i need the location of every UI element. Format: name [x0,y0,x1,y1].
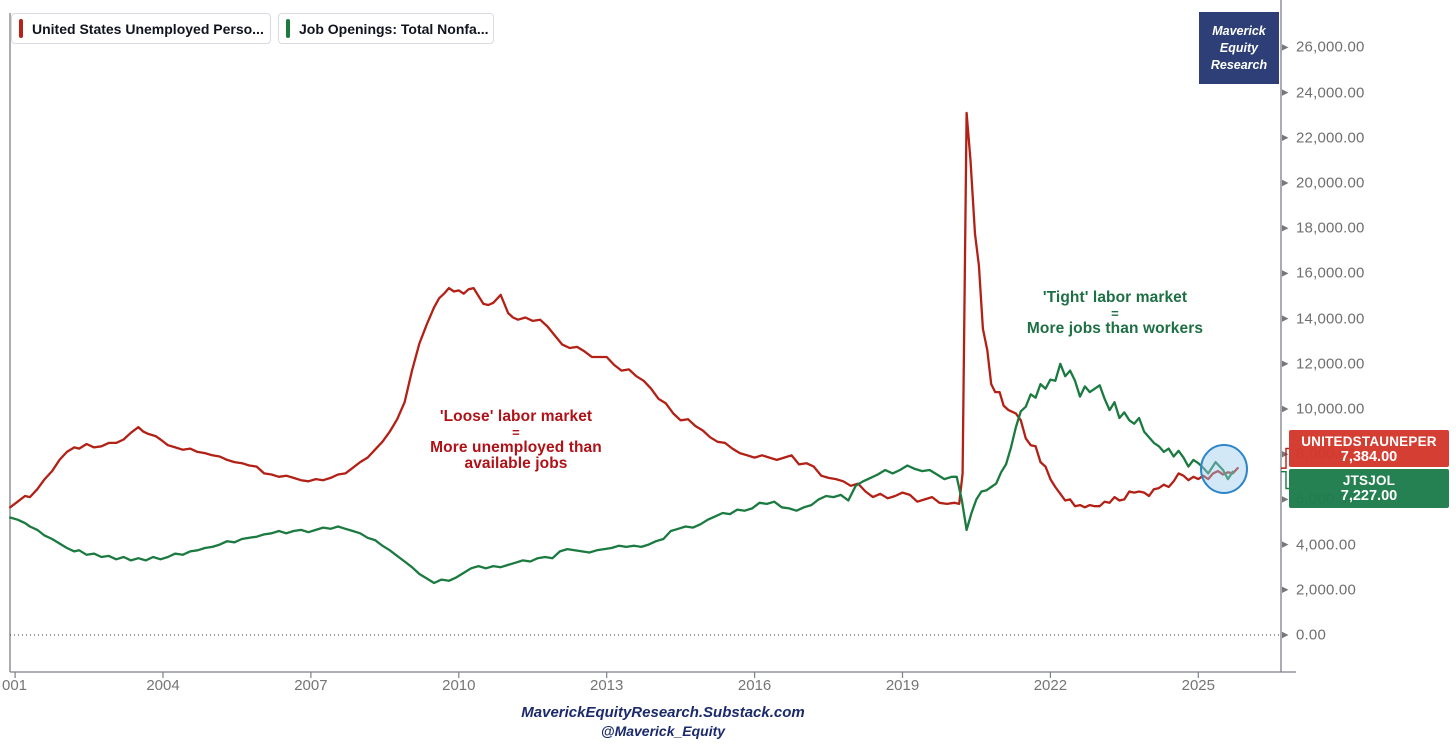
x-axis-label: 2022 [1033,677,1068,694]
price-connector [1281,470,1289,490]
logo-line: Research [1210,57,1268,72]
series-color-bar-green [286,19,290,38]
substack-url: MaverickEquityResearch.Substack.com [521,704,805,721]
x-axis-label: 2016 [737,677,772,694]
y-axis-label: 22,000.00 [1296,129,1365,147]
legend-label: Job Openings: Total Nonfa... [299,20,489,37]
axes [9,0,1296,678]
annotation-tight-labor-market: 'Tight' labor market = More jobs than wo… [995,290,1235,337]
y-axis-label: 0.00 [1296,626,1326,644]
y-axis-label: 16,000.00 [1296,264,1365,282]
logo-line: Maverick [1212,23,1266,38]
annotation-line: More jobs than workers [1026,320,1204,337]
ticker-value: 7,384.00 [1340,449,1398,465]
y-tick-arrow-icon [1282,405,1289,413]
legend-item-job-openings[interactable]: Job Openings: Total Nonfa... [278,13,494,44]
annotation-line: = [1111,306,1119,321]
series-line-unitedstauneper [9,111,1239,509]
annotation-line: available jobs [464,455,568,472]
ticker-value: 7,227.00 [1340,488,1398,504]
y-axis-label: 12,000.00 [1296,355,1365,373]
y-tick-arrow-icon [1282,44,1289,51]
x-axis-label: 2007 [294,677,328,694]
y-tick-arrow-icon [1282,541,1289,548]
y-tick-arrow-icon [1282,360,1289,367]
ticker-name: JTSJOL [1342,473,1396,488]
annotation-line: 'Tight' labor market [1042,289,1188,306]
legend-item-unemployed[interactable]: United States Unemployed Perso... [11,13,271,44]
x-axis-label: 2004 [146,677,180,694]
y-axis-label: 2,000.00 [1296,581,1356,599]
y-axis-label: 10,000.00 [1296,400,1365,418]
x-axis-label: 001 [2,677,28,694]
series-line-jtsjol [9,362,1234,585]
y-tick-arrow-icon [1282,179,1289,187]
y-tick-arrow-icon [1282,134,1289,141]
x-axis-label: 2013 [590,677,624,694]
annotation-line: 'Loose' labor market [439,408,593,425]
y-axis-label: 24,000.00 [1296,84,1365,102]
annotation-line: = [512,425,520,440]
x-axis-label: 2025 [1181,677,1215,694]
y-tick-arrow-icon [1282,225,1289,232]
twitter-handle: @Maverick_Equity [600,723,726,739]
y-axis-label: 20,000.00 [1296,174,1365,192]
y-axis-label: 18,000.00 [1296,219,1365,237]
y-tick-arrow-icon [1282,631,1289,639]
x-axis-label: 2010 [442,677,476,694]
x-axis-label: 2019 [885,677,920,694]
annotation-line: More unemployed than [430,439,602,456]
y-tick-arrow-icon [1282,270,1289,277]
y-tick-arrow-icon [1282,451,1289,458]
y-tick-arrow-icon [1282,89,1289,96]
series-lines [9,111,1239,585]
legend-label: United States Unemployed Perso... [32,20,264,37]
y-tick-arrow-icon [1282,315,1289,322]
ticker-name: UNITEDSTAUNEPER [1301,434,1437,449]
y-tick-arrow-icon [1282,586,1289,593]
price-label-jtsjol: JTSJOL 7,227.00 [1289,469,1449,508]
annotation-loose-labor-market: 'Loose' labor market = More unemployed t… [396,409,636,472]
maverick-logo: Maverick Equity Research [1199,12,1279,84]
price-label-unitedstauneper: UNITEDSTAUNEPER 7,384.00 [1289,430,1449,467]
footer-watermark: MaverickEquityResearch.Substack.com @Mav… [0,704,1326,740]
y-axis-label: 4,000.00 [1296,536,1356,554]
highlight-circle [1200,444,1248,494]
y-axis-label: 14,000.00 [1296,310,1365,328]
y-axis-label: 26,000.00 [1296,38,1365,56]
y-tick-arrow-icon [1282,496,1289,503]
logo-line: Equity [1219,40,1259,55]
price-connector [1281,447,1289,469]
series-color-bar-red [19,19,23,38]
price-label-connectors [1281,447,1289,490]
